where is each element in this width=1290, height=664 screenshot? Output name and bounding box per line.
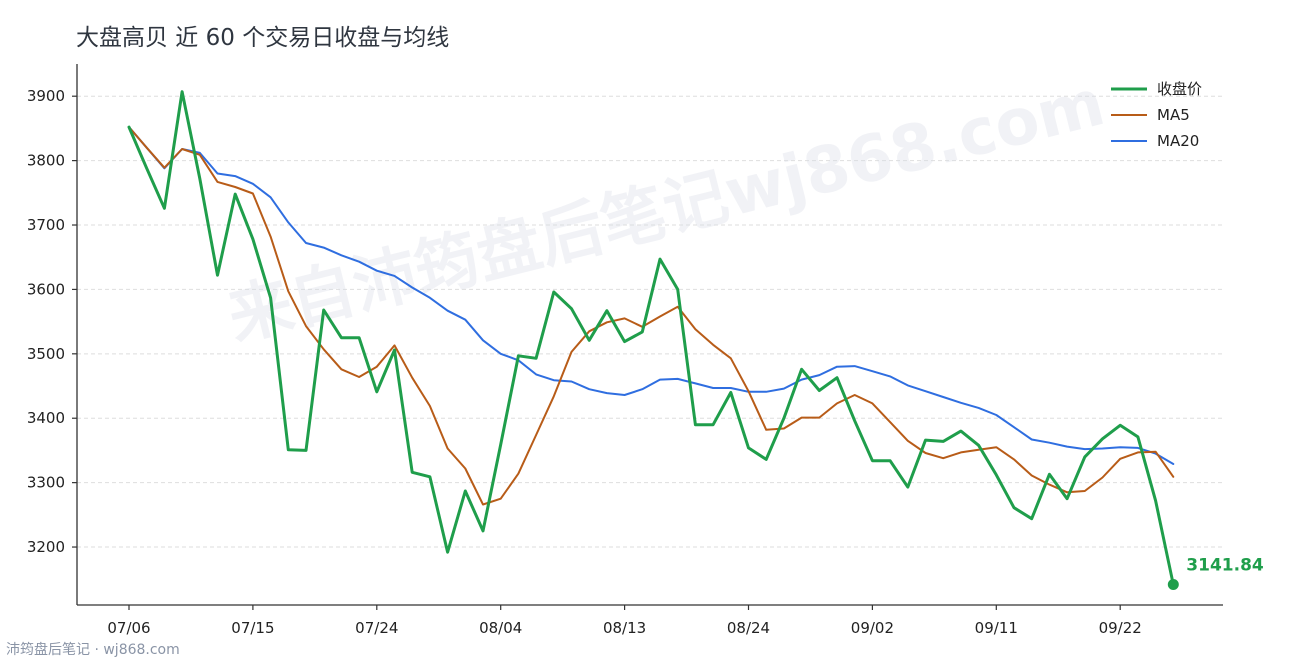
series-line-ma5 — [128, 126, 1175, 506]
x-tick-label: 09/02 — [851, 619, 894, 637]
annotation-layer: 3141.84 — [1167, 555, 1264, 590]
series-line-ma20 — [128, 126, 1175, 465]
series-line-close — [127, 90, 1175, 586]
y-tick-label: 3400 — [27, 409, 65, 427]
y-tick-label: 3600 — [27, 280, 65, 298]
series-layer — [127, 90, 1175, 586]
x-tick-label: 07/24 — [355, 619, 398, 637]
y-tick-label: 3300 — [27, 474, 65, 492]
y-tick-label: 3700 — [27, 216, 65, 234]
x-tick-label: 07/15 — [231, 619, 274, 637]
x-tick-label: 08/13 — [603, 619, 646, 637]
x-tick-label: 09/22 — [1099, 619, 1142, 637]
x-tick-label: 08/04 — [479, 619, 522, 637]
y-tick-label: 3200 — [27, 538, 65, 556]
last-point-marker — [1167, 578, 1179, 590]
legend: 收盘价 MA5 MA20 — [1111, 80, 1202, 150]
y-tick-label: 3500 — [27, 345, 65, 363]
y-tick-label: 3800 — [27, 152, 65, 170]
chart-title: 大盘高贝 近 60 个交易日收盘与均线 — [76, 25, 449, 51]
legend-label: 收盘价 — [1157, 80, 1202, 98]
legend-label: MA20 — [1157, 132, 1199, 150]
last-value-label: 3141.84 — [1186, 555, 1264, 575]
legend-label: MA5 — [1157, 106, 1190, 124]
axes-layer: 3200 3300 3400 3500 3600 3700 3800 3900 07/06 07/… — [27, 64, 1223, 637]
y-tick-label: 3900 — [27, 87, 65, 105]
x-tick-label: 07/06 — [107, 619, 150, 637]
x-tick-label: 08/24 — [727, 619, 770, 637]
footer-text: 沛筠盘后笔记 · wj868.com — [6, 641, 180, 658]
grid-layer — [77, 95, 1223, 548]
x-tick-label: 09/11 — [975, 619, 1018, 637]
